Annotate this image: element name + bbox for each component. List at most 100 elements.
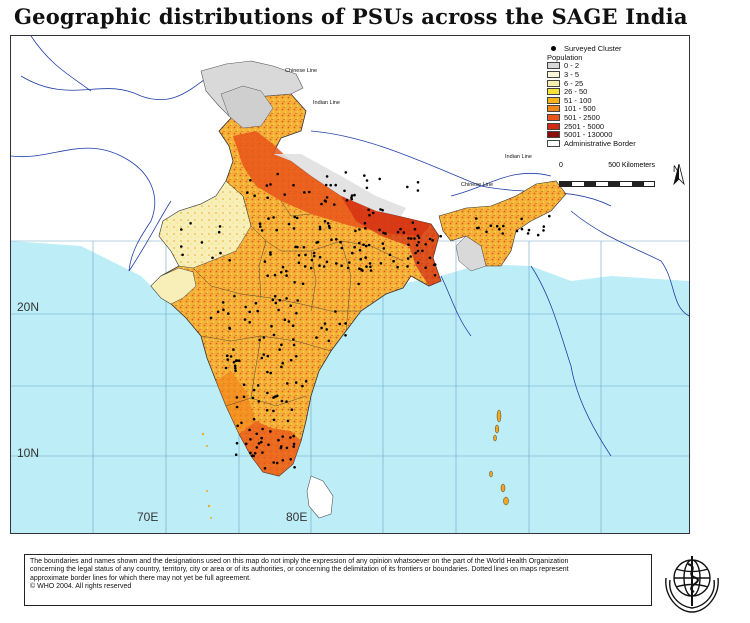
cluster-dot: [232, 348, 235, 351]
cluster-dot: [344, 334, 347, 337]
cluster-dot: [287, 320, 291, 323]
cluster-dot: [253, 452, 257, 455]
cluster-dot: [227, 312, 230, 315]
cluster-dot: [260, 436, 263, 440]
cluster-dot: [269, 371, 273, 375]
cluster-dot: [353, 245, 356, 249]
cluster-dot: [413, 237, 416, 240]
cluster-dot: [266, 354, 270, 358]
cluster-dot: [259, 225, 262, 228]
cluster-dot: [318, 225, 322, 229]
cluster-dot: [256, 309, 259, 313]
cluster-dot: [350, 197, 354, 201]
legend-class-6: 501 - 2500: [547, 113, 677, 122]
cluster-dot: [322, 265, 326, 268]
cluster-dot: [226, 358, 229, 361]
cluster-dot: [475, 217, 478, 220]
cluster-dot: [334, 310, 337, 313]
cluster-dot: [489, 224, 493, 227]
cluster-dot: [416, 181, 420, 184]
region-northeast: [438, 180, 567, 267]
indian-line-label-1: Indian Line: [313, 100, 340, 106]
cluster-dot: [279, 271, 283, 274]
cluster-dot: [228, 259, 231, 262]
cluster-dot: [323, 220, 327, 223]
cluster-dot: [325, 175, 329, 178]
cluster-dot: [388, 253, 392, 257]
legend-population-header: Population: [547, 52, 583, 62]
cluster-dot: [304, 380, 308, 383]
cluster-dot: [476, 226, 479, 230]
cluster-dot: [275, 461, 279, 465]
cluster-dot: [327, 224, 331, 228]
cluster-dot: [382, 247, 386, 250]
cluster-dot: [219, 251, 222, 255]
legend-swatch: [547, 62, 560, 70]
cluster-dot: [244, 305, 247, 309]
lon-80e-label: 80E: [286, 510, 308, 524]
cluster-dot: [364, 227, 367, 230]
scale-bar: 0 500 Kilometers: [559, 162, 655, 187]
cluster-dot: [258, 222, 262, 225]
international-borders: [11, 36, 689, 457]
cluster-dot: [285, 274, 288, 277]
cluster-dot: [358, 248, 362, 252]
cluster-dot: [368, 262, 372, 265]
cluster-dot: [280, 399, 284, 403]
cluster-dot: [542, 225, 546, 228]
cluster-dot: [334, 183, 338, 187]
legend-class-3: 26 - 50: [547, 87, 677, 96]
cluster-dot: [361, 269, 364, 272]
cluster-dot: [289, 304, 293, 308]
cluster-dot: [501, 232, 505, 235]
cluster-dot: [344, 322, 347, 325]
cluster-dot: [274, 395, 277, 398]
cluster-dot: [358, 228, 361, 231]
cluster-dot: [281, 435, 285, 438]
cluster-dot: [290, 408, 294, 412]
cluster-dot: [323, 199, 327, 202]
cluster-dot: [276, 394, 279, 398]
cluster-dot: [180, 245, 183, 248]
cluster-dot: [253, 194, 256, 197]
cluster-dot: [416, 249, 420, 253]
cluster-dot: [265, 184, 269, 187]
north-arrow-icon: [673, 164, 685, 186]
cluster-dot: [325, 196, 329, 199]
cluster-dot: [340, 246, 344, 250]
cluster-dot: [495, 224, 499, 228]
cluster-dot: [217, 230, 221, 234]
cluster-dot: [416, 234, 420, 237]
map-title: Geographic distributions of PSUs across …: [14, 4, 688, 29]
legend-class-1: 3 - 5: [547, 70, 677, 79]
cluster-dot: [233, 364, 237, 368]
cluster-dot: [255, 446, 259, 449]
cluster-dot: [234, 366, 237, 370]
cluster-dot: [270, 324, 273, 328]
cluster-dot: [281, 265, 285, 269]
cluster-dot: [292, 445, 296, 448]
cluster-dot: [281, 361, 285, 365]
legend-swatch: [547, 105, 560, 113]
cluster-dot: [379, 262, 383, 265]
cluster-dot: [272, 409, 275, 413]
cluster-dot: [289, 458, 293, 461]
cluster-dot: [340, 264, 343, 267]
cluster-dot: [439, 234, 443, 238]
cluster-dot: [392, 259, 395, 263]
cluster-dot: [189, 222, 192, 225]
cluster-dot: [286, 382, 289, 385]
region-nepal: [273, 154, 406, 216]
cluster-dot: [428, 237, 432, 241]
cluster-dot: [272, 418, 276, 422]
cluster-dot: [237, 359, 241, 363]
chinese-line-label-2: Chinese Line: [461, 182, 494, 188]
cluster-dot: [409, 237, 413, 240]
cluster-dot: [267, 217, 270, 220]
cluster-dot: [248, 428, 251, 432]
surveyed-clusters: [180, 171, 551, 470]
who-emblem-icon: [665, 556, 719, 613]
state-borders: [192, 180, 404, 407]
cluster-dot: [324, 183, 328, 187]
cluster-dot: [378, 228, 381, 232]
